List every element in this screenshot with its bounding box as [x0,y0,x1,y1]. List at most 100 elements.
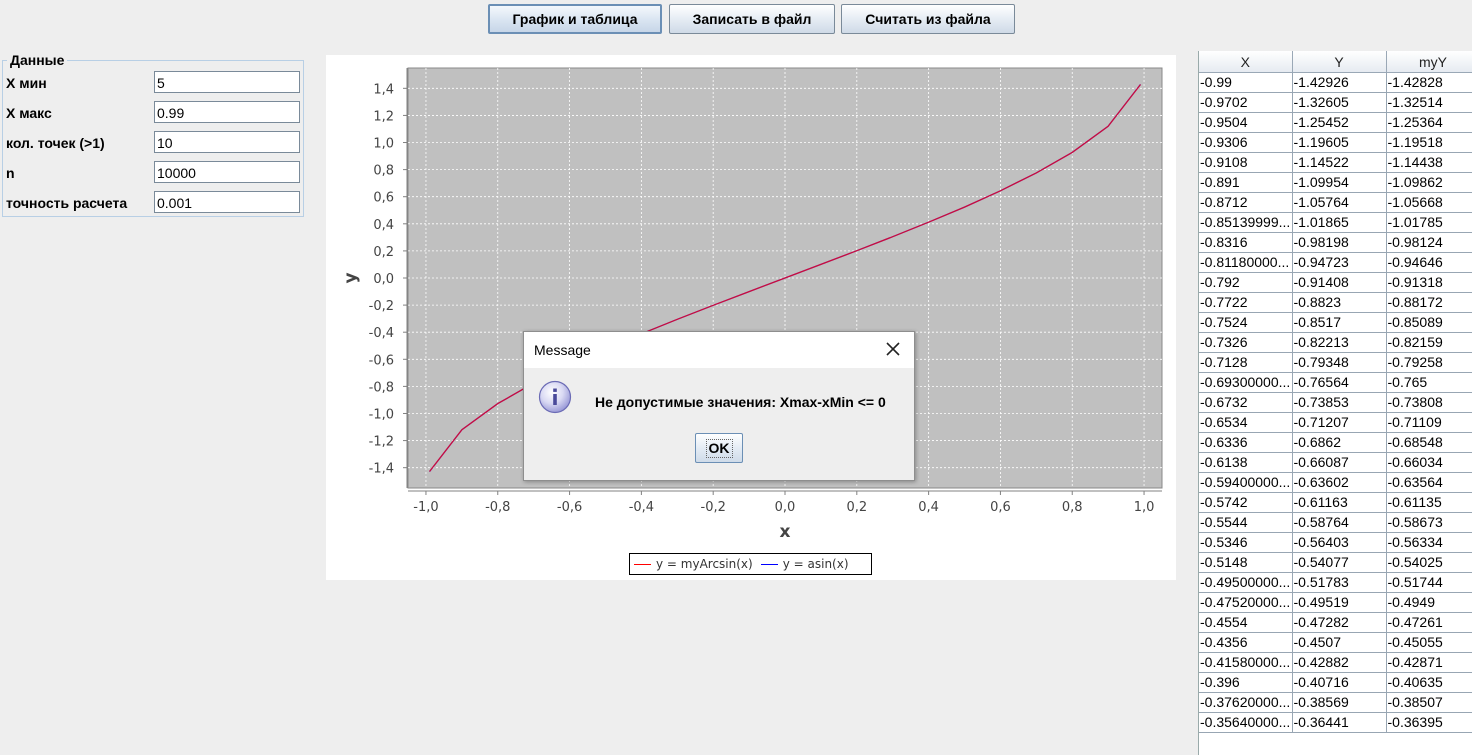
table-row[interactable]: -0.8712 -1.05764 -1.05668 [1199,192,1472,213]
table-row[interactable]: -0.5544 -0.58764 -0.58673 [1199,512,1472,533]
ok-button[interactable]: OK [695,433,743,463]
table-row[interactable]: -0.69300000... -0.76564 -0.765 [1199,372,1472,393]
xmin-input[interactable] [154,71,300,93]
y-tick-label: 0,6 [373,191,394,206]
cell-myy: -0.63564 [1386,472,1472,493]
cell-myy: -0.40635 [1386,672,1472,693]
cell-x: -0.85139999... [1199,212,1293,233]
cell-myy: -1.25364 [1386,112,1472,133]
table-row[interactable]: -0.5148 -0.54077 -0.54025 [1199,552,1472,573]
cell-myy: -0.51744 [1386,572,1472,593]
cell-myy: -0.42871 [1386,652,1472,673]
cell-myy: -0.36395 [1386,712,1472,733]
precision-input[interactable] [154,191,300,213]
table-row[interactable]: -0.5742 -0.61163 -0.61135 [1199,492,1472,513]
table-row[interactable]: -0.7524 -0.8517 -0.85089 [1199,312,1472,333]
cell-y: -0.36441 [1292,712,1387,733]
table-row[interactable]: -0.792 -0.91408 -0.91318 [1199,272,1472,293]
table-row[interactable]: -0.85139999... -1.01865 -1.01785 [1199,212,1472,233]
cell-myy: -1.19518 [1386,132,1472,153]
cell-y: -0.47282 [1292,612,1387,633]
table-row[interactable]: -0.41580000... -0.42882 -0.42871 [1199,652,1472,673]
cell-x: -0.396 [1199,672,1293,693]
n-input[interactable] [154,161,300,183]
chart-svg: -1,0 -0,8 -0,6 -0,4 -0,2 0,0 0,2 0,4 0,6 0,8 1,0 1,… [341,67,1163,542]
table-row[interactable]: -0.7128 -0.79348 -0.79258 [1199,352,1472,373]
field-row-points: кол. точек (>1) [5,131,301,155]
table-row[interactable]: -0.6534 -0.71207 -0.71109 [1199,412,1472,433]
read-from-file-button[interactable]: Считать из файла [841,4,1015,34]
close-icon-glyph [886,342,900,356]
xmax-input[interactable] [154,101,300,123]
x-tick-label: 0,4 [918,500,939,515]
table-row[interactable]: -0.4356 -0.4507 -0.45055 [1199,632,1472,653]
cell-myy: -0.79258 [1386,352,1472,373]
table-row[interactable]: -0.99 -1.42926 -1.42828 [1199,72,1472,93]
cell-x: -0.4554 [1199,612,1293,633]
y-tick-label: 0,2 [373,245,394,260]
x-tick-label: -0,2 [701,500,726,515]
column-header-myy[interactable]: myY [1386,51,1472,73]
cell-x: -0.59400000... [1199,472,1293,493]
table-row[interactable]: -0.396 -0.40716 -0.40635 [1199,672,1472,693]
points-count-input[interactable] [154,131,300,153]
cell-myy: -0.68548 [1386,432,1472,453]
cell-x: -0.6336 [1199,432,1293,453]
dialog-title-bar: Message [524,332,914,368]
cell-y: -0.66087 [1292,452,1387,473]
table-row[interactable]: -0.37620000... -0.38569 -0.38507 [1199,692,1472,713]
results-table-container[interactable]: X Y myY -0.99 -1.42926 -1.42828 -0.9702 -1.3… [1198,51,1472,755]
cell-myy: -0.91318 [1386,272,1472,293]
table-row[interactable]: -0.4554 -0.47282 -0.47261 [1199,612,1472,633]
column-header-x[interactable]: X [1199,51,1293,73]
cell-x: -0.69300000... [1199,372,1293,393]
table-row[interactable]: -0.5346 -0.56403 -0.56334 [1199,532,1472,553]
cell-myy: -0.73808 [1386,392,1472,413]
cell-y: -0.8823 [1292,292,1387,313]
table-row[interactable]: -0.6336 -0.6862 -0.68548 [1199,432,1472,453]
x-tick-label: -0,8 [485,500,510,515]
cell-x: -0.9504 [1199,112,1293,133]
column-header-y[interactable]: Y [1292,51,1387,73]
cell-myy: -0.58673 [1386,512,1472,533]
table-row[interactable]: -0.891 -1.09954 -1.09862 [1199,172,1472,193]
dialog-title: Message [534,342,591,358]
cell-myy: -0.61135 [1386,492,1472,513]
chart-and-table-button[interactable]: График и таблица [488,4,662,34]
table-row[interactable]: -0.9306 -1.19605 -1.19518 [1199,132,1472,153]
table-row[interactable]: -0.59400000... -0.63602 -0.63564 [1199,472,1472,493]
cell-y: -1.01865 [1292,212,1387,233]
cell-y: -0.51783 [1292,572,1387,593]
y-tick-label: -1,4 [369,462,394,477]
cell-myy: -0.56334 [1386,532,1472,553]
table-row[interactable]: -0.9108 -1.14522 -1.14438 [1199,152,1472,173]
field-row-xmax: X макс [5,101,301,125]
cell-y: -0.76564 [1292,372,1387,393]
cell-myy: -0.98124 [1386,232,1472,253]
close-icon[interactable] [882,338,904,360]
cell-myy: -0.94646 [1386,252,1472,273]
table-row[interactable]: -0.6732 -0.73853 -0.73808 [1199,392,1472,413]
table-row[interactable]: -0.7326 -0.82213 -0.82159 [1199,332,1472,353]
field-row-precision: точность расчета [5,191,301,215]
precision-label: точность расчета [6,195,128,211]
table-row[interactable]: -0.81180000... -0.94723 -0.94646 [1199,252,1472,273]
cell-x: -0.891 [1199,172,1293,193]
write-to-file-button[interactable]: Записать в файл [669,4,835,34]
results-table: X Y myY -0.99 -1.42926 -1.42828 -0.9702 -1.3… [1199,51,1472,733]
cell-y: -0.79348 [1292,352,1387,373]
y-tick-label: 0,0 [373,272,394,287]
xmin-label: X мин [6,75,47,91]
table-row[interactable]: -0.47520000... -0.49519 -0.4949 [1199,592,1472,613]
table-row[interactable]: -0.35640000... -0.36441 -0.36395 [1199,712,1472,733]
table-row[interactable]: -0.49500000... -0.51783 -0.51744 [1199,572,1472,593]
table-row[interactable]: -0.9702 -1.32605 -1.32514 [1199,92,1472,113]
cell-x: -0.7524 [1199,312,1293,333]
table-row[interactable]: -0.6138 -0.66087 -0.66034 [1199,452,1472,473]
table-row[interactable]: -0.9504 -1.25452 -1.25364 [1199,112,1472,133]
cell-y: -0.73853 [1292,392,1387,413]
table-row[interactable]: -0.8316 -0.98198 -0.98124 [1199,232,1472,253]
table-row[interactable]: -0.7722 -0.8823 -0.88172 [1199,292,1472,313]
cell-myy: -0.66034 [1386,452,1472,473]
x-tick-label: 0,8 [1062,500,1083,515]
